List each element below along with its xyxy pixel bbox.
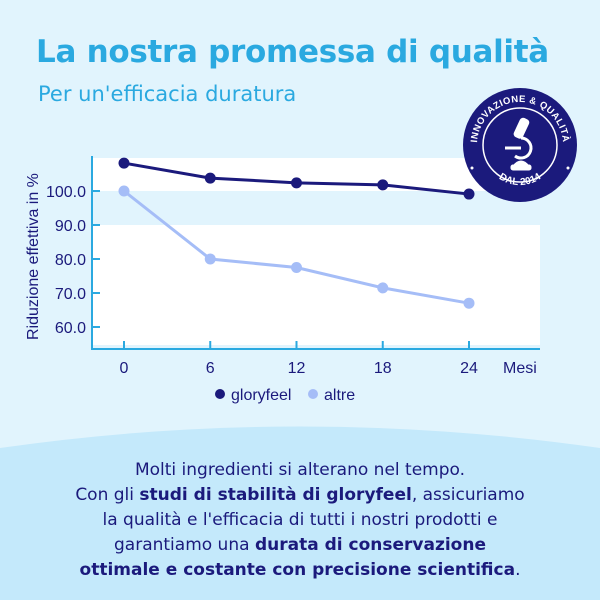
y-tick-label: 60.0 bbox=[55, 320, 86, 337]
data-point-altre bbox=[377, 282, 389, 294]
legend-label-altre: altre bbox=[324, 387, 355, 404]
data-point-gloryfeel bbox=[118, 157, 130, 169]
x-tick-label: 18 bbox=[374, 360, 392, 377]
data-point-gloryfeel bbox=[291, 177, 302, 189]
data-point-altre bbox=[204, 253, 216, 265]
x-tick-label: 12 bbox=[288, 360, 306, 377]
y-axis-label: Riduzione effettiva in % bbox=[25, 173, 42, 340]
page-title: La nostra promessa di qualità bbox=[36, 34, 549, 70]
page-subtitle: Per un'efficacia duratura bbox=[38, 82, 297, 106]
x-tick-label: 24 bbox=[460, 360, 478, 377]
x-tick-label: 6 bbox=[206, 360, 215, 377]
badge-bottom-text: DAL 2014 bbox=[497, 171, 543, 188]
data-point-altre bbox=[463, 297, 475, 309]
plot-area bbox=[92, 158, 540, 345]
legend-marker-gloryfeel bbox=[215, 389, 225, 399]
microscope-icon bbox=[505, 117, 533, 171]
data-point-altre bbox=[118, 185, 130, 197]
data-point-gloryfeel bbox=[377, 179, 389, 191]
y-tick-label: 90.0 bbox=[55, 218, 86, 235]
quality-badge: INNOVAZIONE & QUALITÀ DAL 2014 bbox=[463, 88, 577, 202]
data-point-altre bbox=[291, 262, 302, 273]
data-point-gloryfeel bbox=[204, 172, 216, 184]
x-axis-label: Mesi bbox=[503, 360, 537, 377]
legend-marker-altre bbox=[308, 389, 318, 399]
data-point-gloryfeel bbox=[463, 188, 475, 200]
legend-label-gloryfeel: gloryfeel bbox=[231, 387, 291, 404]
y-tick-label: 80.0 bbox=[55, 252, 86, 269]
y-tick-label: 100.0 bbox=[46, 184, 86, 201]
x-tick-label: 0 bbox=[120, 360, 129, 377]
y-tick-label: 70.0 bbox=[55, 286, 86, 303]
description-text: Molti ingredienti si alterano nel tempo.… bbox=[75, 460, 525, 580]
